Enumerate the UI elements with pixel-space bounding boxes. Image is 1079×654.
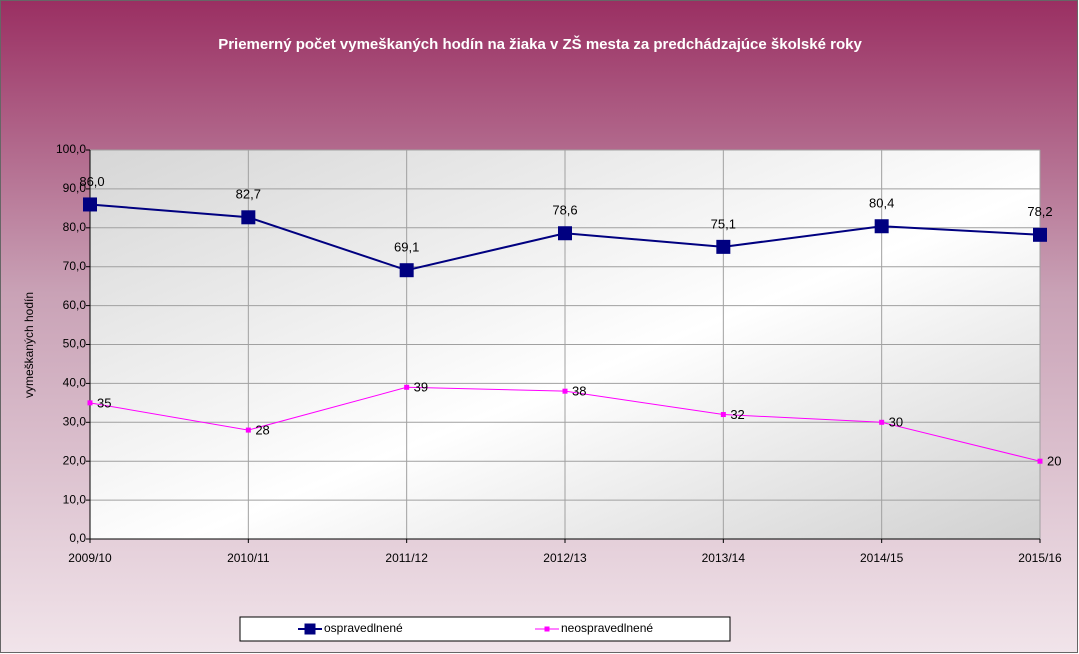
- y-tick-label: 30,0: [63, 414, 87, 428]
- data-label: 69,1: [394, 240, 419, 255]
- x-tick-label: 2011/12: [385, 551, 428, 565]
- legend-label: ospravedlnené: [324, 621, 403, 635]
- marker: [245, 427, 251, 433]
- marker: [558, 226, 572, 241]
- marker: [404, 384, 410, 390]
- y-axis-label: vymeškaných hodín: [22, 292, 36, 398]
- data-label: 75,1: [711, 216, 736, 231]
- x-tick-label: 2010/11: [227, 551, 270, 565]
- marker: [1037, 458, 1043, 464]
- legend-marker: [544, 626, 550, 632]
- x-tick-label: 2012/13: [543, 551, 587, 565]
- data-label: 38: [572, 384, 586, 399]
- chart-title: Priemerný počet vymeškaných hodín na žia…: [218, 35, 862, 53]
- data-label: 28: [255, 423, 269, 438]
- data-label: 30: [889, 415, 903, 430]
- y-tick-label: 80,0: [63, 220, 87, 234]
- data-label: 32: [730, 407, 744, 422]
- marker: [874, 219, 889, 234]
- marker: [241, 210, 256, 225]
- x-tick-label: 2013/14: [702, 551, 746, 565]
- marker: [87, 400, 93, 406]
- x-tick-label: 2009/10: [68, 551, 112, 565]
- data-label: 20: [1047, 454, 1061, 469]
- data-label: 78,2: [1027, 204, 1052, 219]
- y-tick-label: 60,0: [63, 298, 87, 312]
- x-tick-label: 2014/15: [860, 551, 904, 565]
- data-label: 82,7: [236, 187, 261, 202]
- marker: [1033, 227, 1047, 242]
- y-tick-label: 10,0: [63, 492, 87, 506]
- marker: [562, 388, 568, 394]
- y-tick-label: 100,0: [56, 142, 86, 156]
- data-label: 78,6: [552, 203, 577, 218]
- marker: [399, 263, 414, 278]
- data-label: 80,4: [869, 196, 894, 211]
- marker: [83, 197, 97, 212]
- marker: [879, 419, 885, 425]
- data-label: 39: [414, 380, 428, 395]
- y-tick-label: 0,0: [69, 531, 86, 545]
- legend-label: neospravedlnené: [561, 621, 653, 635]
- y-tick-label: 70,0: [63, 259, 87, 273]
- marker: [716, 239, 731, 254]
- data-label: 35: [97, 395, 111, 410]
- x-tick-label: 2015/16: [1018, 551, 1062, 565]
- data-label: 86,0: [79, 174, 104, 189]
- legend-marker: [304, 623, 316, 635]
- marker: [720, 412, 726, 418]
- y-tick-label: 20,0: [63, 453, 87, 467]
- y-tick-label: 90,0: [63, 181, 87, 195]
- y-tick-label: 40,0: [63, 376, 87, 390]
- y-tick-label: 50,0: [63, 337, 87, 351]
